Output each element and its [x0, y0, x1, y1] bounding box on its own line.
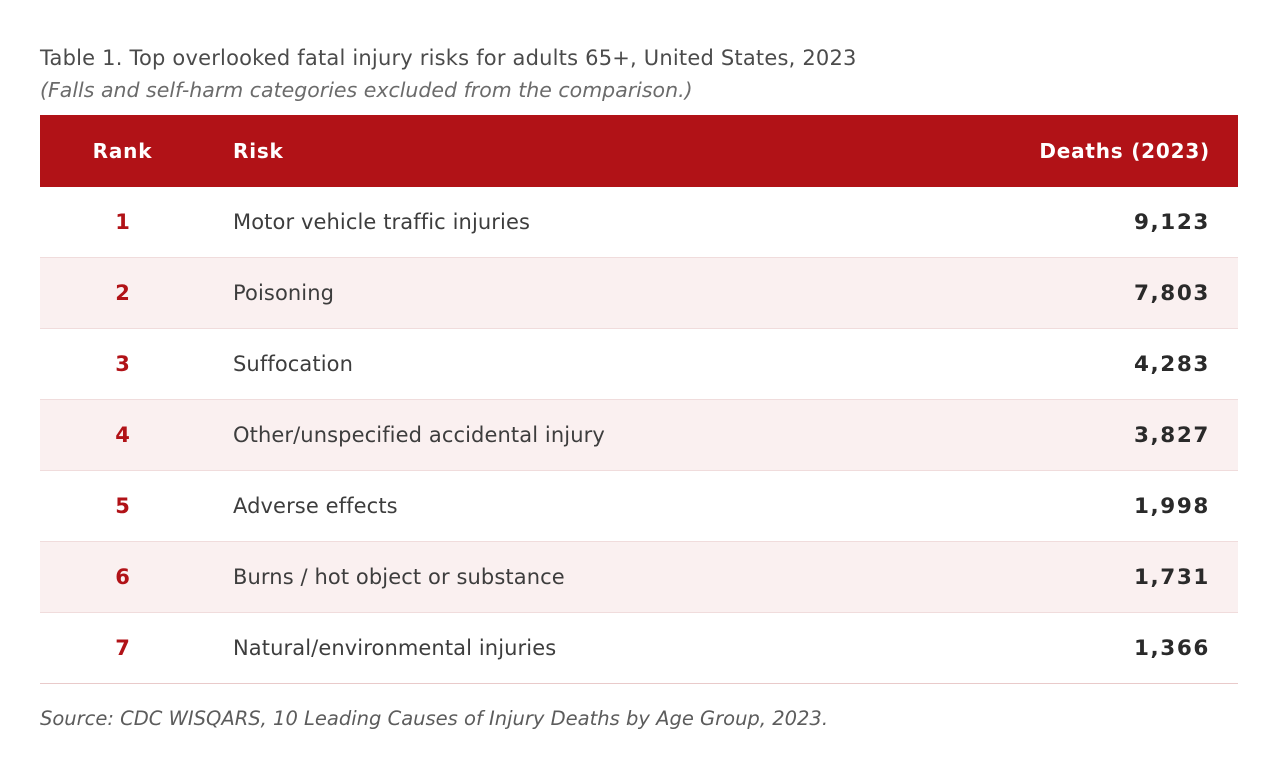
- table-row: 5 Adverse effects 1,998: [40, 470, 1238, 542]
- rank-cell: 2: [40, 257, 205, 329]
- deaths-cell: 4,283: [938, 328, 1238, 400]
- rank-cell: 1: [115, 210, 130, 234]
- column-header-deaths: Deaths (2023): [938, 115, 1238, 187]
- table-row: 4 Other/unspecified accidental injury 3,…: [40, 399, 1238, 471]
- risk-cell: Suffocation: [205, 328, 938, 400]
- rank-cell: 5: [40, 470, 205, 542]
- column-header-risk: Risk: [205, 115, 938, 187]
- table-title: Table 1. Top overlooked fatal injury ris…: [40, 46, 857, 70]
- risk-cell: Other/unspecified accidental injury: [205, 399, 938, 471]
- table-subtitle: (Falls and self-harm categories excluded…: [40, 78, 693, 102]
- deaths-cell: 1,731: [938, 541, 1238, 613]
- risk-cell: Poisoning: [205, 257, 938, 329]
- table-row: 3 Suffocation 4,283: [40, 328, 1238, 400]
- risk-cell: Motor vehicle traffic injuries: [233, 210, 531, 234]
- table-header: Rank Risk Deaths (2023): [40, 115, 1238, 187]
- deaths-cell: 1,366: [938, 612, 1238, 684]
- table-row: 7 Natural/environmental injuries 1,366: [40, 612, 1238, 684]
- table-row: 1 Motor vehicle traffic injuries 9,123: [40, 187, 1238, 258]
- deaths-cell: 3,827: [938, 399, 1238, 471]
- rank-cell: 7: [40, 612, 205, 684]
- risk-cell: Adverse effects: [205, 470, 938, 542]
- fatal-injury-risks-table: Rank Risk Deaths (2023) 1 Motor vehicle …: [40, 115, 1238, 684]
- deaths-cell: 1,998: [938, 470, 1238, 542]
- rank-cell: 6: [40, 541, 205, 613]
- table-body: 1 Motor vehicle traffic injuries 9,123 2…: [40, 187, 1238, 684]
- deaths-cell: 9,123: [1133, 209, 1210, 235]
- header-row: Rank Risk Deaths (2023): [40, 115, 1238, 187]
- rank-cell: 3: [40, 328, 205, 400]
- deaths-cell: 7,803: [938, 257, 1238, 329]
- rank-cell: 4: [40, 399, 205, 471]
- table-row: 2 Poisoning 7,803: [40, 257, 1238, 329]
- column-header-rank: Rank: [40, 115, 205, 187]
- risk-cell: Natural/environmental injuries: [205, 612, 938, 684]
- table-row: 6 Burns / hot object or substance 1,731: [40, 541, 1238, 613]
- source-note: Source: CDC WISQARS, 10 Leading Causes o…: [40, 707, 829, 730]
- risk-cell: Burns / hot object or substance: [205, 541, 938, 613]
